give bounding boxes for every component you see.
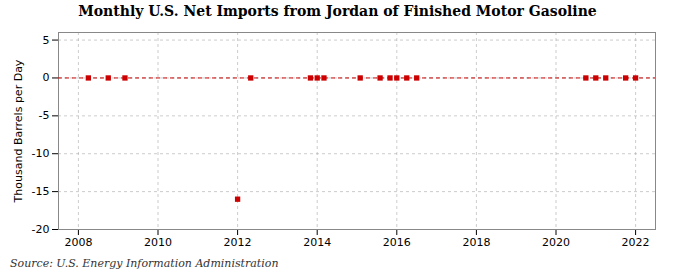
svg-text:-20: -20 bbox=[32, 223, 50, 236]
svg-text:2008: 2008 bbox=[64, 236, 92, 249]
svg-text:-10: -10 bbox=[32, 147, 50, 160]
html-text:Source: U.S. Energy Informatio: Source: U.S. Energy Information Administ… bbox=[10, 257, 279, 270]
svg-text:2014: 2014 bbox=[303, 236, 331, 249]
svg-text:2010: 2010 bbox=[144, 236, 172, 249]
svg-text:Thousand Barrels per Day: Thousand Barrels per Day bbox=[12, 59, 25, 203]
svg-text:2012: 2012 bbox=[224, 236, 252, 249]
svg-text:-15: -15 bbox=[32, 185, 50, 198]
html-text:Monthly U.S. Net Imports from: Monthly U.S. Net Imports from Jordan of … bbox=[78, 3, 597, 19]
svg-text:2018: 2018 bbox=[462, 236, 490, 249]
svg-text:2020: 2020 bbox=[542, 236, 570, 249]
svg-text:2022: 2022 bbox=[622, 236, 650, 249]
svg-text:2016: 2016 bbox=[383, 236, 411, 249]
svg-text:-5: -5 bbox=[39, 109, 50, 122]
svg-text:0: 0 bbox=[43, 71, 50, 84]
svg-text:5: 5 bbox=[43, 34, 50, 47]
